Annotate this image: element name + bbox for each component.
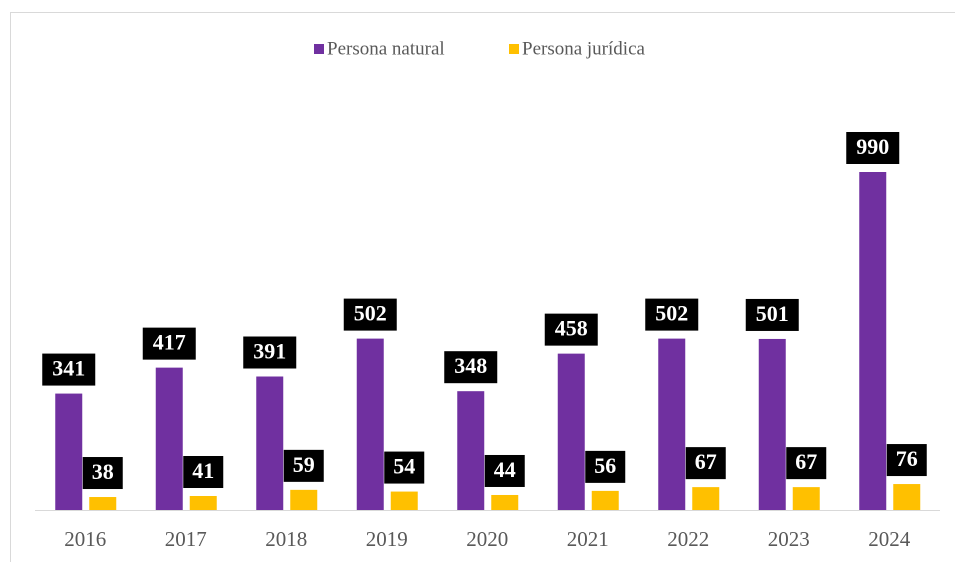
bar (692, 487, 719, 510)
data-label: 501 (756, 301, 789, 326)
x-tick-label: 2017 (165, 527, 207, 551)
bar (491, 495, 518, 510)
bar (290, 490, 317, 510)
data-label: 458 (555, 316, 588, 341)
data-label: 56 (594, 453, 616, 478)
data-label: 76 (896, 446, 918, 471)
x-tick-label: 2016 (64, 527, 106, 551)
bar (592, 491, 619, 510)
x-tick-label: 2021 (567, 527, 609, 551)
data-label: 67 (695, 449, 717, 474)
bar (55, 394, 82, 510)
data-label: 348 (454, 353, 487, 378)
bar (658, 339, 685, 510)
bar (558, 354, 585, 510)
data-label: 990 (856, 134, 889, 159)
x-tick-label: 2018 (265, 527, 307, 551)
bar (759, 339, 786, 510)
data-label: 341 (52, 356, 85, 381)
data-label: 38 (92, 459, 114, 484)
bar (893, 484, 920, 510)
bar (793, 487, 820, 510)
x-tick-label: 2023 (768, 527, 810, 551)
data-label: 502 (354, 301, 387, 326)
bar (457, 391, 484, 510)
data-label: 41 (192, 458, 214, 483)
bar (190, 496, 217, 510)
bar (156, 368, 183, 510)
bar (256, 377, 283, 510)
bar (357, 339, 384, 510)
x-tick-label: 2019 (366, 527, 408, 551)
x-tick-label: 2022 (667, 527, 709, 551)
data-label: 417 (153, 330, 186, 355)
x-tick-label: 2020 (466, 527, 508, 551)
legend-swatch (509, 44, 519, 54)
data-label: 54 (393, 454, 415, 479)
legend-label: Persona jurídica (522, 38, 646, 59)
x-tick-label: 2024 (868, 527, 911, 551)
bar (391, 492, 418, 510)
data-label: 59 (293, 452, 315, 477)
legend-swatch (314, 44, 324, 54)
data-label: 391 (253, 339, 286, 364)
data-label: 67 (795, 449, 817, 474)
data-label: 502 (655, 301, 688, 326)
bar (859, 172, 886, 510)
bar (89, 497, 116, 510)
legend-label: Persona natural (327, 38, 445, 59)
data-label: 44 (494, 457, 516, 482)
